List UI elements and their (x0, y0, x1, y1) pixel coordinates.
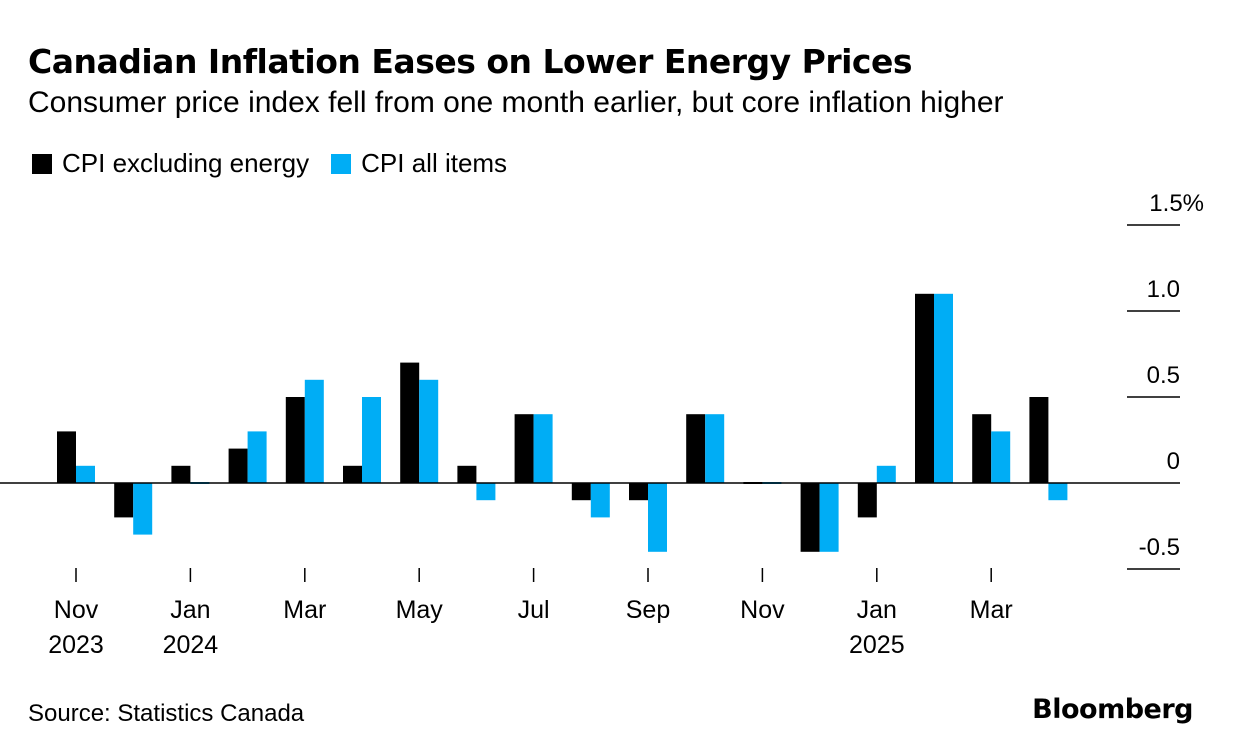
bar-cpi-excluding-energy-10 (629, 483, 648, 501)
bar-cpi-all-items-6 (419, 379, 439, 483)
bloomberg-logo: Bloomberg (1032, 694, 1193, 725)
x-tick-label: Nov (740, 596, 785, 624)
x-tick-label: Nov (54, 596, 99, 624)
x-tick-year-label: 2024 (163, 631, 219, 659)
bar-cpi-excluding-energy-8 (514, 414, 534, 483)
bar-cpi-all-items-1 (133, 483, 153, 535)
bar-cpi-all-items-9 (590, 483, 610, 518)
bar-cpi-all-items-4 (304, 379, 324, 483)
bar-cpi-all-items-14 (876, 465, 896, 483)
bar-cpi-excluding-energy-5 (343, 465, 362, 483)
bar-cpi-all-items-13 (819, 483, 839, 552)
bar-cpi-excluding-energy-15 (915, 293, 934, 483)
bar-cpi-excluding-energy-6 (400, 362, 420, 483)
bar-cpi-all-items-8 (533, 414, 553, 483)
x-tick-label: Mar (283, 596, 326, 624)
bar-cpi-all-items-15 (934, 293, 953, 483)
bar-cpi-excluding-energy-0 (57, 431, 76, 483)
x-tick-label: Sep (626, 596, 670, 624)
y-tick-label: 0 (1167, 448, 1180, 475)
y-tick-label: 0.5 (1147, 362, 1180, 389)
bar-cpi-excluding-energy-4 (285, 397, 305, 483)
legend-swatch-black (32, 153, 52, 174)
bar-cpi-excluding-energy-2 (171, 465, 191, 483)
bar-cpi-excluding-energy-7 (457, 465, 477, 483)
bar-cpi-all-items-16 (991, 431, 1011, 483)
chart-title: Canadian Inflation Eases on Lower Energy… (28, 42, 913, 81)
legend-swatch-blue (331, 153, 352, 174)
x-tick-label: Jan (857, 596, 897, 624)
bar-cpi-excluding-energy-14 (857, 483, 877, 518)
bar-cpi-all-items-17 (1048, 483, 1068, 501)
x-tick-label: Jan (170, 596, 210, 624)
bar-cpi-all-items-11 (705, 414, 725, 483)
y-tick-label: 1.0 (1147, 276, 1180, 303)
chart-subtitle: Consumer price index fell from one month… (28, 86, 1004, 119)
x-tick-label: Jul (518, 596, 550, 624)
bar-cpi-excluding-energy-13 (800, 483, 820, 552)
y-tick-label: -0.5 (1139, 534, 1180, 561)
legend: CPI excluding energy CPI all items (32, 148, 529, 179)
source-note: Source: Statistics Canada (28, 700, 305, 727)
bar-cpi-excluding-energy-11 (686, 414, 706, 483)
y-tick-label: 1.5% (1149, 190, 1204, 217)
legend-item-cpi-excluding-energy: CPI excluding energy (32, 148, 309, 179)
bar-cpi-excluding-energy-3 (228, 448, 248, 483)
bar-cpi-all-items-7 (476, 483, 496, 501)
legend-label: CPI all items (361, 148, 508, 178)
legend-label: CPI excluding energy (62, 148, 310, 178)
legend-item-cpi-all-items: CPI all items (331, 148, 507, 179)
bar-cpi-all-items-0 (76, 465, 95, 483)
x-tick-year-label: 2025 (849, 631, 905, 659)
bar-cpi-all-items-5 (362, 397, 381, 483)
bar-cpi-excluding-energy-1 (114, 483, 134, 518)
x-tick-label: Mar (970, 596, 1013, 624)
bar-cpi-excluding-energy-9 (571, 483, 591, 501)
bars-group (57, 293, 1068, 552)
bar-cpi-all-items-10 (648, 483, 667, 552)
x-tick-year-label: 2023 (48, 631, 104, 659)
x-tick-label: May (396, 596, 444, 624)
bar-cpi-excluding-energy-16 (972, 414, 992, 483)
bar-cpi-all-items-3 (247, 431, 267, 483)
bar-cpi-excluding-energy-17 (1029, 397, 1049, 483)
axis-group: -0.5 0 0.5 1.0 1.5% Nov 2023 Jan 2024 Mar May Jul Se… (0, 190, 1204, 659)
